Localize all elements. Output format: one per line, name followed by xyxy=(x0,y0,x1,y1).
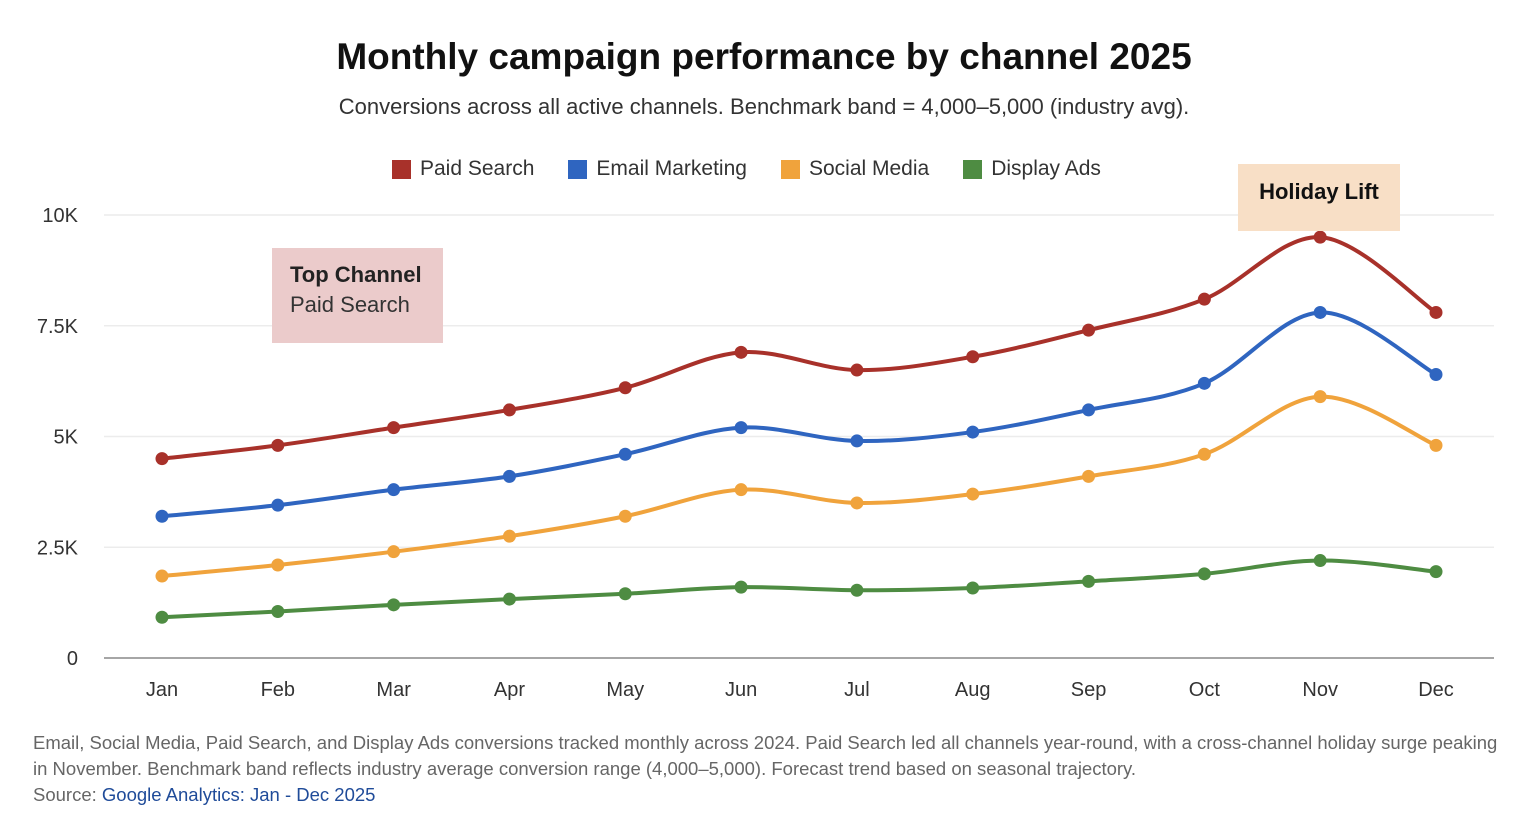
legend: Paid Search Email Marketing Social Media… xyxy=(392,157,1101,181)
data-point-paid-search xyxy=(502,403,516,417)
data-point-social-media xyxy=(618,509,632,523)
data-point-email-marketing xyxy=(618,447,632,461)
data-point-email-marketing xyxy=(1197,376,1211,390)
data-point-display-ads xyxy=(1197,567,1211,581)
data-point-paid-search xyxy=(387,421,401,435)
source-link[interactable]: Google Analytics: Jan - Dec 2025 xyxy=(101,784,376,805)
data-point-email-marketing xyxy=(734,421,748,435)
y-tick-label: 5K xyxy=(54,427,79,449)
annotation-title: Holiday Lift xyxy=(1259,179,1379,204)
data-point-paid-search xyxy=(155,452,169,466)
legend-swatch xyxy=(568,159,588,179)
data-point-paid-search xyxy=(1429,305,1443,319)
source-line: Source: Google Analytics: Jan - Dec 2025 xyxy=(33,782,1503,808)
series-line-email-marketing xyxy=(161,310,1437,519)
data-point-paid-search xyxy=(1082,323,1096,337)
x-tick-label: Feb xyxy=(261,679,295,701)
x-tick-label: Aug xyxy=(955,679,991,701)
data-point-social-media xyxy=(387,545,401,559)
data-point-social-media xyxy=(1082,469,1096,483)
x-tick-label: Dec xyxy=(1418,679,1454,701)
legend-label: Email Marketing xyxy=(596,157,747,180)
data-point-email-marketing xyxy=(502,469,516,483)
y-tick-label: 10K xyxy=(42,205,78,227)
y-tick-label: 7.5K xyxy=(37,316,79,338)
legend-label: Social Media xyxy=(808,157,930,180)
data-point-display-ads xyxy=(1082,574,1096,588)
legend-item-social-media: Social Media xyxy=(780,157,930,181)
data-point-paid-search xyxy=(618,381,632,395)
data-point-display-ads xyxy=(618,587,632,601)
x-tick-label: Oct xyxy=(1189,679,1221,701)
series-line-display-ads xyxy=(161,558,1437,620)
footer-note: Email, Social Media, Paid Search, and Di… xyxy=(33,732,1498,779)
data-point-paid-search xyxy=(271,438,285,452)
legend-label: Paid Search xyxy=(420,157,535,180)
data-point-email-marketing xyxy=(155,509,169,523)
data-point-social-media xyxy=(966,487,980,501)
data-point-social-media xyxy=(271,558,285,572)
legend-label: Display Ads xyxy=(991,157,1101,180)
chart-title: Monthly campaign performance by channel … xyxy=(336,36,1192,77)
x-tick-label: Apr xyxy=(494,679,525,701)
data-point-email-marketing xyxy=(1429,367,1443,381)
data-point-social-media xyxy=(850,496,864,510)
data-point-social-media xyxy=(1197,447,1211,461)
x-tick-label: Nov xyxy=(1302,679,1338,701)
data-point-email-marketing xyxy=(1313,305,1327,319)
data-point-social-media xyxy=(1429,438,1443,452)
annotation-top-channel: Top Channel Paid Search xyxy=(272,248,443,343)
annotation-text: Paid Search xyxy=(290,292,410,317)
x-tick-label: Sep xyxy=(1071,679,1107,701)
data-point-email-marketing xyxy=(271,498,285,512)
series-line-social-media xyxy=(161,394,1437,579)
x-tick-label: Mar xyxy=(376,679,411,701)
x-tick-label: May xyxy=(606,679,644,701)
data-point-display-ads xyxy=(271,604,285,618)
legend-swatch xyxy=(780,159,800,179)
data-point-email-marketing xyxy=(966,425,980,439)
legend-item-paid-search: Paid Search xyxy=(392,157,534,181)
legend-swatch xyxy=(963,159,983,179)
annotation-title: Top Channel xyxy=(290,262,422,287)
data-point-display-ads xyxy=(155,610,169,624)
data-point-social-media xyxy=(734,483,748,497)
x-tick-label: Jun xyxy=(725,679,757,701)
x-tick-label: Jan xyxy=(146,679,178,701)
x-tick-label: Jul xyxy=(844,679,870,701)
chart-subtitle: Conversions across all active channels. … xyxy=(338,94,1190,119)
footer: Email, Social Media, Paid Search, and Di… xyxy=(33,730,1503,808)
data-point-social-media xyxy=(155,569,169,583)
data-point-display-ads xyxy=(734,580,748,594)
data-point-paid-search xyxy=(734,345,748,359)
data-point-email-marketing xyxy=(387,483,401,497)
data-point-social-media xyxy=(502,529,516,543)
data-point-email-marketing xyxy=(850,434,864,448)
source-label: Source: xyxy=(33,784,102,805)
legend-item-display-ads: Display Ads xyxy=(963,157,1101,181)
y-tick-label: 2.5K xyxy=(37,537,79,559)
legend-swatch xyxy=(392,159,411,179)
data-point-social-media xyxy=(1313,390,1327,404)
data-point-display-ads xyxy=(966,581,980,595)
annotation-holiday-lift: Holiday Lift xyxy=(1238,164,1400,231)
legend-item-email-marketing: Email Marketing xyxy=(568,157,747,181)
data-point-paid-search xyxy=(1313,230,1327,244)
data-point-display-ads xyxy=(387,598,401,612)
data-point-paid-search xyxy=(1197,292,1211,306)
data-point-paid-search xyxy=(966,350,980,364)
data-point-email-marketing xyxy=(1082,403,1096,417)
y-tick-label: 0 xyxy=(67,648,78,670)
data-point-display-ads xyxy=(850,583,864,597)
data-point-display-ads xyxy=(1429,565,1443,579)
data-point-display-ads xyxy=(1313,554,1327,568)
data-point-paid-search xyxy=(850,363,864,377)
data-point-display-ads xyxy=(502,592,516,606)
